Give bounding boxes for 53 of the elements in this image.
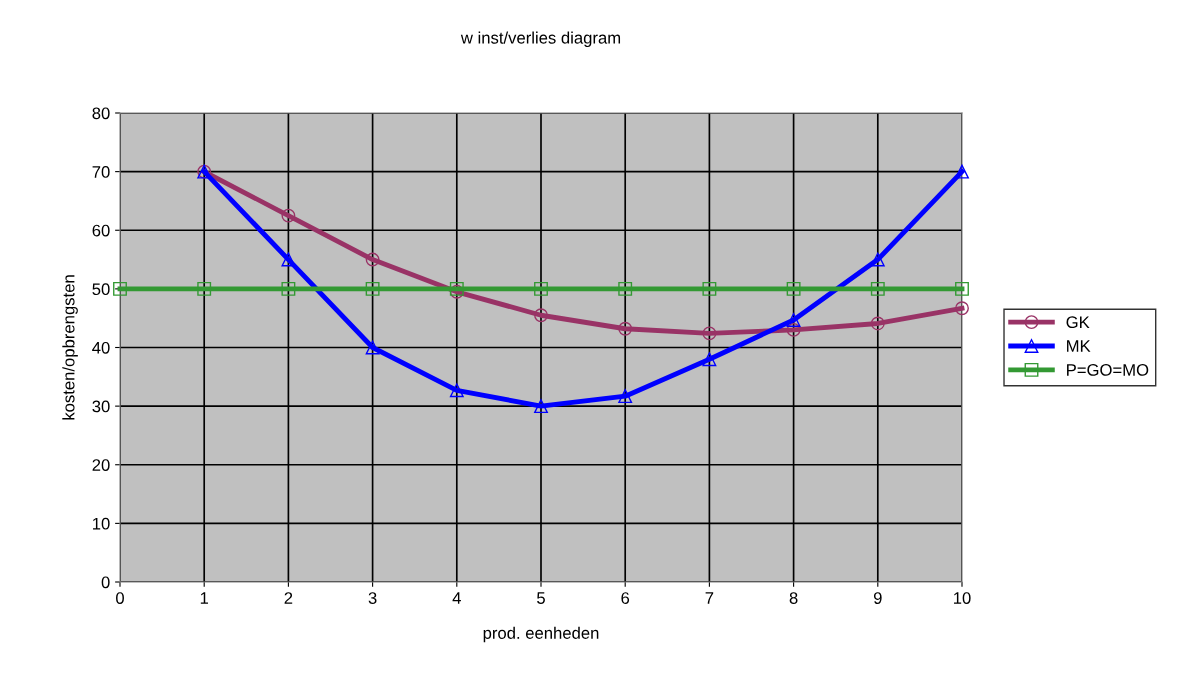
point xyxy=(365,252,380,267)
point xyxy=(281,281,296,296)
point xyxy=(870,252,885,267)
y-tick-label: 20 xyxy=(92,459,110,471)
legend-label: MK xyxy=(1067,340,1091,352)
point xyxy=(870,316,885,331)
point xyxy=(281,208,296,223)
point xyxy=(702,326,717,341)
point xyxy=(786,313,801,327)
y-tick-label: 0 xyxy=(101,576,110,589)
legend-label: P=GO=MO xyxy=(1067,364,1149,376)
y-tick-label: 10 xyxy=(93,517,110,530)
point xyxy=(955,281,969,296)
point xyxy=(534,399,548,414)
point xyxy=(618,321,633,336)
y-tick-label: 80 xyxy=(92,107,110,120)
x-tick-label: 5 xyxy=(537,592,545,604)
y-tick-label: 30 xyxy=(92,400,110,413)
x-tick-label: 10 xyxy=(954,592,971,604)
point xyxy=(618,389,633,404)
point xyxy=(702,352,717,367)
x-tick-label: 0 xyxy=(116,592,124,604)
point xyxy=(870,281,885,296)
point xyxy=(365,340,380,355)
point xyxy=(786,322,801,337)
y-tick-label: 50 xyxy=(92,283,110,296)
y-tick-label: 60 xyxy=(92,224,110,237)
point xyxy=(449,383,464,398)
y-tick-label: 40 xyxy=(92,341,110,354)
chart-title: w inst/verlies diagram xyxy=(460,31,621,48)
x-tick-label: 3 xyxy=(368,592,377,604)
y-axis-title: kosten/opbrengsten xyxy=(62,275,78,420)
point xyxy=(281,252,296,267)
x-axis-title: prod. eenheden xyxy=(483,626,599,643)
point xyxy=(955,301,969,316)
point xyxy=(955,164,969,179)
point xyxy=(534,281,548,296)
point xyxy=(534,308,548,323)
point xyxy=(702,281,717,296)
x-tick-label: 2 xyxy=(284,592,293,604)
point xyxy=(365,281,380,296)
x-tick-label: 8 xyxy=(789,592,798,604)
point xyxy=(197,281,212,296)
point xyxy=(113,281,127,296)
x-tick-label: 7 xyxy=(705,592,714,604)
point xyxy=(618,281,633,296)
x-tick-label: 6 xyxy=(621,592,630,604)
legend-label: GK xyxy=(1066,316,1090,329)
x-tick-label: 9 xyxy=(873,592,882,604)
x-tick-label: 4 xyxy=(452,592,461,604)
x-tick-label: 1 xyxy=(200,592,209,604)
point xyxy=(786,281,801,296)
y-tick-label: 70 xyxy=(92,166,110,178)
